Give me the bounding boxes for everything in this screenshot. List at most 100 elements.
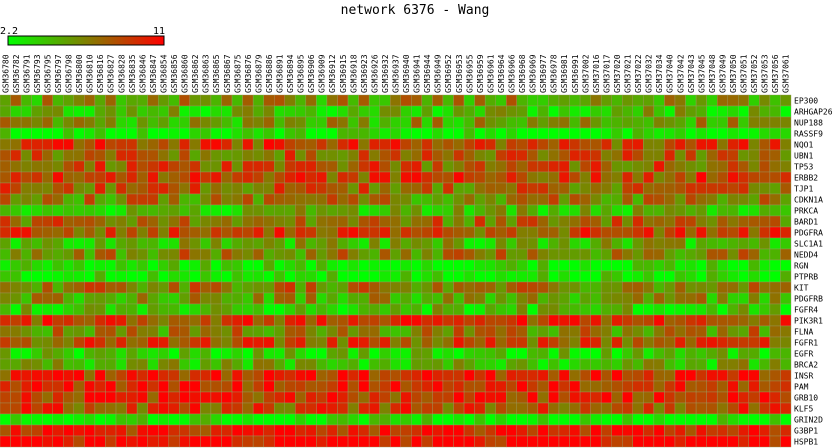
heatmap-cell xyxy=(527,149,539,162)
heatmap-cell xyxy=(126,336,138,349)
heatmap-cell xyxy=(527,358,539,371)
heatmap-cell xyxy=(52,424,64,437)
heatmap-cell xyxy=(179,270,191,283)
heatmap-cell xyxy=(600,270,612,283)
heatmap-cell xyxy=(242,248,254,261)
heatmap-cell xyxy=(379,215,391,228)
heatmap-cell xyxy=(400,116,412,129)
heatmap-cell xyxy=(537,248,549,261)
heatmap-cell xyxy=(274,270,285,283)
heatmap-cell xyxy=(695,281,707,294)
heatmap-cell xyxy=(115,105,127,118)
heatmap-cell xyxy=(379,292,391,305)
heatmap-cell xyxy=(716,204,728,217)
heatmap-cell xyxy=(643,380,655,393)
heatmap-cell xyxy=(31,435,43,448)
heatmap-cell xyxy=(284,369,296,382)
heatmap-cell xyxy=(189,347,201,360)
heatmap-cell xyxy=(400,138,412,151)
heatmap-cell xyxy=(643,358,655,371)
heatmap-cell xyxy=(31,314,43,327)
heatmap-cell xyxy=(326,270,338,283)
heatmap-cell xyxy=(274,325,285,338)
heatmap-cell xyxy=(748,127,760,140)
heatmap-cell xyxy=(706,281,718,294)
heatmap-cell xyxy=(358,138,370,151)
heatmap-cell xyxy=(52,369,64,382)
heatmap-cell xyxy=(632,94,644,107)
heatmap-cell xyxy=(115,116,127,129)
heatmap-cell xyxy=(263,303,275,316)
heatmap-cell xyxy=(263,138,275,151)
heatmap-cell xyxy=(284,435,296,448)
heatmap-cell xyxy=(516,105,528,118)
heatmap-cell xyxy=(664,116,676,129)
heatmap-cell xyxy=(579,303,591,316)
heatmap-cell xyxy=(221,116,233,129)
heatmap-cell xyxy=(590,369,602,382)
heatmap-cell xyxy=(20,94,32,107)
heatmap-cell xyxy=(463,391,475,404)
heatmap-cell xyxy=(432,292,444,305)
heatmap-cell xyxy=(706,116,718,129)
heatmap-cell xyxy=(242,182,254,195)
heatmap-cell xyxy=(632,314,644,327)
heatmap-cell xyxy=(579,380,591,393)
heatmap-cell xyxy=(358,402,370,415)
heatmap-cell xyxy=(179,347,191,360)
heatmap-cell xyxy=(537,303,549,316)
heatmap-cell xyxy=(305,325,317,338)
heatmap-cell xyxy=(157,303,169,316)
heatmap-cell xyxy=(94,380,106,393)
heatmap-cell xyxy=(474,193,486,206)
heatmap-cell xyxy=(31,171,43,184)
heatmap-cell xyxy=(305,292,317,305)
row-label: EGFR xyxy=(794,350,813,359)
heatmap-cell xyxy=(590,149,602,162)
heatmap-cell xyxy=(73,105,85,118)
heatmap-cell xyxy=(0,215,11,228)
heatmap-cell xyxy=(52,149,64,162)
heatmap-cell xyxy=(590,138,602,151)
heatmap-cell xyxy=(727,270,739,283)
colorbar-max-label: 11 xyxy=(153,26,165,37)
column-label: GSM36800 xyxy=(75,54,84,93)
heatmap-cell xyxy=(31,182,43,195)
heatmap-cell xyxy=(432,204,444,217)
heatmap-cell xyxy=(748,424,760,437)
column-label: GSM36867 xyxy=(223,54,232,93)
heatmap-cell xyxy=(537,358,549,371)
heatmap-cell xyxy=(590,94,602,107)
heatmap-cell xyxy=(295,171,307,184)
heatmap-cell xyxy=(759,259,771,272)
heatmap-cell xyxy=(242,413,254,426)
heatmap-cell xyxy=(411,160,423,173)
heatmap-cell xyxy=(453,358,465,371)
heatmap-cell xyxy=(579,413,591,426)
column-label: GSM36797 xyxy=(54,54,63,93)
heatmap-cell xyxy=(358,215,370,228)
heatmap-cell xyxy=(337,204,349,217)
heatmap-cell xyxy=(337,226,349,239)
heatmap-cell xyxy=(590,127,602,140)
heatmap-cell xyxy=(622,259,634,272)
heatmap-cell xyxy=(769,303,781,316)
heatmap-cell xyxy=(738,303,750,316)
heatmap-cell xyxy=(94,435,106,448)
heatmap-cell xyxy=(495,303,507,316)
heatmap-cell xyxy=(769,237,781,250)
column-label: GSM36854 xyxy=(159,54,168,93)
heatmap-cell xyxy=(759,182,771,195)
heatmap-cell xyxy=(274,292,285,305)
heatmap-cell xyxy=(674,347,686,360)
heatmap-cell xyxy=(759,325,771,338)
heatmap-cell xyxy=(653,303,665,316)
heatmap-cell xyxy=(463,149,475,162)
heatmap-cell xyxy=(136,303,148,316)
heatmap-cell xyxy=(442,160,454,173)
heatmap-cell xyxy=(157,237,169,250)
heatmap-cell xyxy=(664,204,676,217)
heatmap-cell xyxy=(411,226,423,239)
heatmap-cell xyxy=(474,94,486,107)
heatmap-cell xyxy=(115,380,127,393)
